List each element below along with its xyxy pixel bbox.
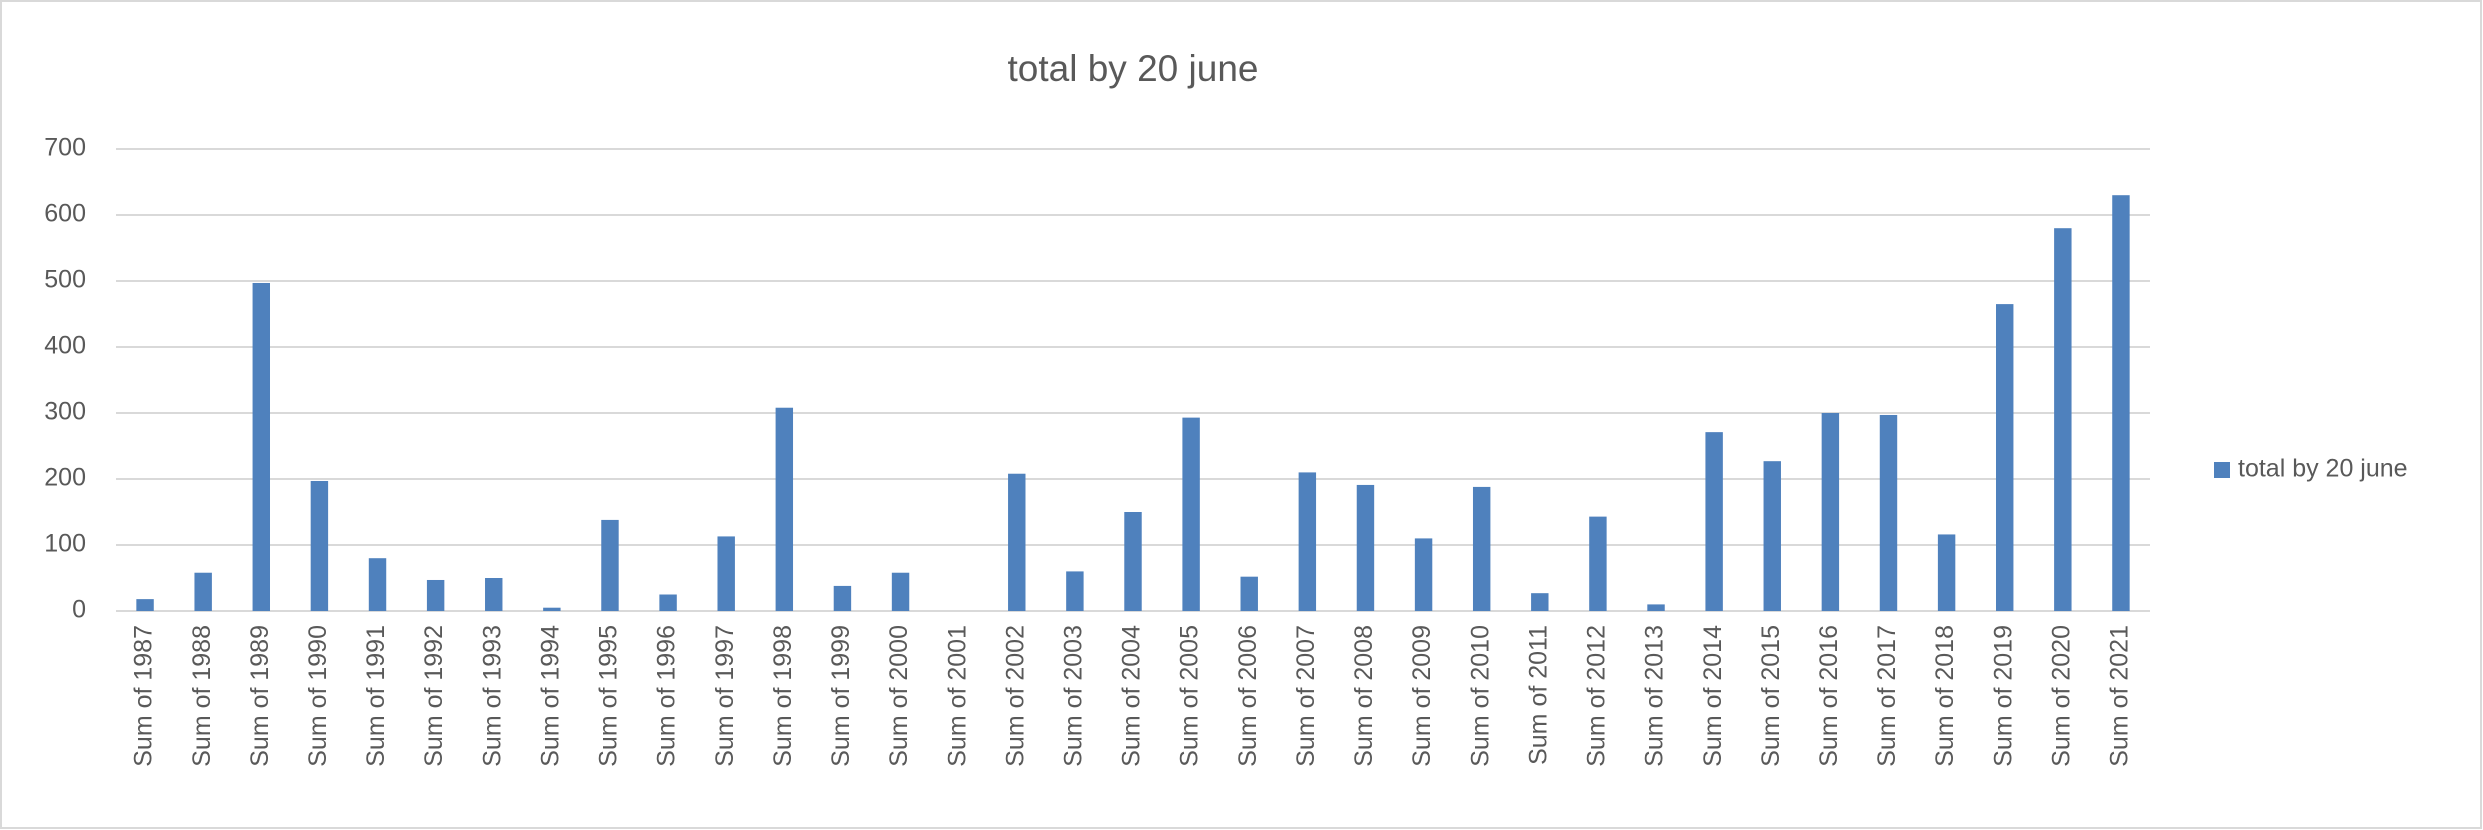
x-tick-label: Sum of 2000	[885, 625, 913, 767]
x-tick-label: Sum of 2012	[1583, 625, 1611, 767]
y-tick-label: 400	[44, 332, 86, 360]
bar	[2112, 195, 2130, 611]
x-tick-label: Sum of 2019	[1989, 625, 2017, 767]
x-tick-label: Sum of 2003	[1059, 625, 1087, 767]
bar	[252, 282, 271, 611]
bar	[1008, 473, 1026, 611]
x-tick-label: Sum of 2010	[1466, 625, 1494, 767]
bar	[368, 558, 387, 611]
bar	[1298, 472, 1317, 611]
bar	[136, 599, 154, 611]
bar	[1937, 534, 1956, 611]
bar	[1531, 593, 1549, 611]
bar	[1240, 576, 1258, 611]
x-tick-label: Sum of 2011	[1524, 625, 1552, 765]
y-tick-label: 700	[44, 134, 86, 162]
bar	[1821, 413, 1840, 611]
x-tick-label: Sum of 1995	[595, 625, 623, 767]
bar	[1124, 512, 1142, 611]
bar	[775, 407, 794, 611]
x-tick-label: Sum of 1991	[362, 625, 390, 767]
legend-label: total by 20 june	[2238, 455, 2408, 483]
bar	[659, 594, 677, 611]
bar	[601, 519, 619, 611]
bar	[1995, 304, 2014, 611]
y-tick-label: 500	[44, 266, 86, 294]
legend-marker	[2214, 462, 2230, 478]
y-tick-label: 600	[44, 200, 86, 228]
x-tick-label: Sum of 1990	[304, 625, 332, 767]
x-tick-label: Sum of 2015	[1757, 625, 1785, 767]
x-tick-label: Sum of 1993	[478, 625, 506, 767]
bar	[1472, 486, 1491, 611]
x-tick-label: Sum of 1999	[827, 625, 855, 767]
x-tick-label: Sum of 2017	[1873, 625, 1901, 767]
x-tick-label: Sum of 2021	[2106, 625, 2134, 767]
x-tick-label: Sum of 1987	[130, 625, 158, 767]
bar	[1763, 461, 1781, 611]
bar	[1066, 571, 1084, 611]
bar	[1356, 484, 1375, 611]
x-tick-label: Sum of 1996	[653, 625, 681, 767]
bar	[485, 578, 503, 611]
bar	[194, 572, 212, 611]
bar	[1414, 538, 1433, 611]
x-tick-label: Sum of 2018	[1931, 625, 1959, 767]
bar	[310, 480, 329, 611]
bar	[717, 536, 735, 611]
bar	[891, 572, 910, 611]
x-tick-label: Sum of 2002	[1001, 625, 1029, 767]
x-tick-label: Sum of 1992	[420, 625, 448, 767]
x-tick-label: Sum of 1997	[711, 625, 739, 767]
bar	[1705, 432, 1723, 611]
bar	[543, 607, 561, 611]
x-tick-label: Sum of 1988	[188, 625, 216, 767]
bar	[426, 579, 445, 611]
bar	[1182, 417, 1200, 611]
y-tick-label: 100	[44, 530, 86, 558]
x-tick-label: Sum of 2020	[2047, 625, 2075, 767]
x-tick-label: Sum of 1998	[769, 625, 797, 767]
bar	[1589, 516, 1607, 611]
x-tick-label: Sum of 2007	[1292, 625, 1320, 767]
y-tick-label: 0	[72, 596, 86, 624]
bar	[1647, 604, 1665, 611]
x-tick-label: Sum of 2001	[943, 625, 971, 767]
x-tick-label: Sum of 2006	[1234, 625, 1262, 767]
x-tick-label: Sum of 1989	[246, 625, 274, 767]
chart-title: total by 20 june	[1008, 48, 1259, 89]
y-tick-label: 300	[44, 398, 86, 426]
x-tick-label: Sum of 2013	[1641, 625, 1669, 767]
x-tick-label: Sum of 2005	[1176, 625, 1204, 767]
x-tick-label: Sum of 2004	[1118, 625, 1146, 767]
bar	[2054, 228, 2072, 611]
bar	[833, 585, 852, 611]
y-tick-label: 200	[44, 464, 86, 492]
x-tick-label: Sum of 2016	[1815, 625, 1843, 767]
bar	[1879, 414, 1898, 611]
x-tick-label: Sum of 2014	[1699, 625, 1727, 767]
x-tick-label: Sum of 2009	[1408, 625, 1436, 767]
x-tick-label: Sum of 2008	[1350, 625, 1378, 767]
x-tick-label: Sum of 1994	[536, 625, 564, 767]
